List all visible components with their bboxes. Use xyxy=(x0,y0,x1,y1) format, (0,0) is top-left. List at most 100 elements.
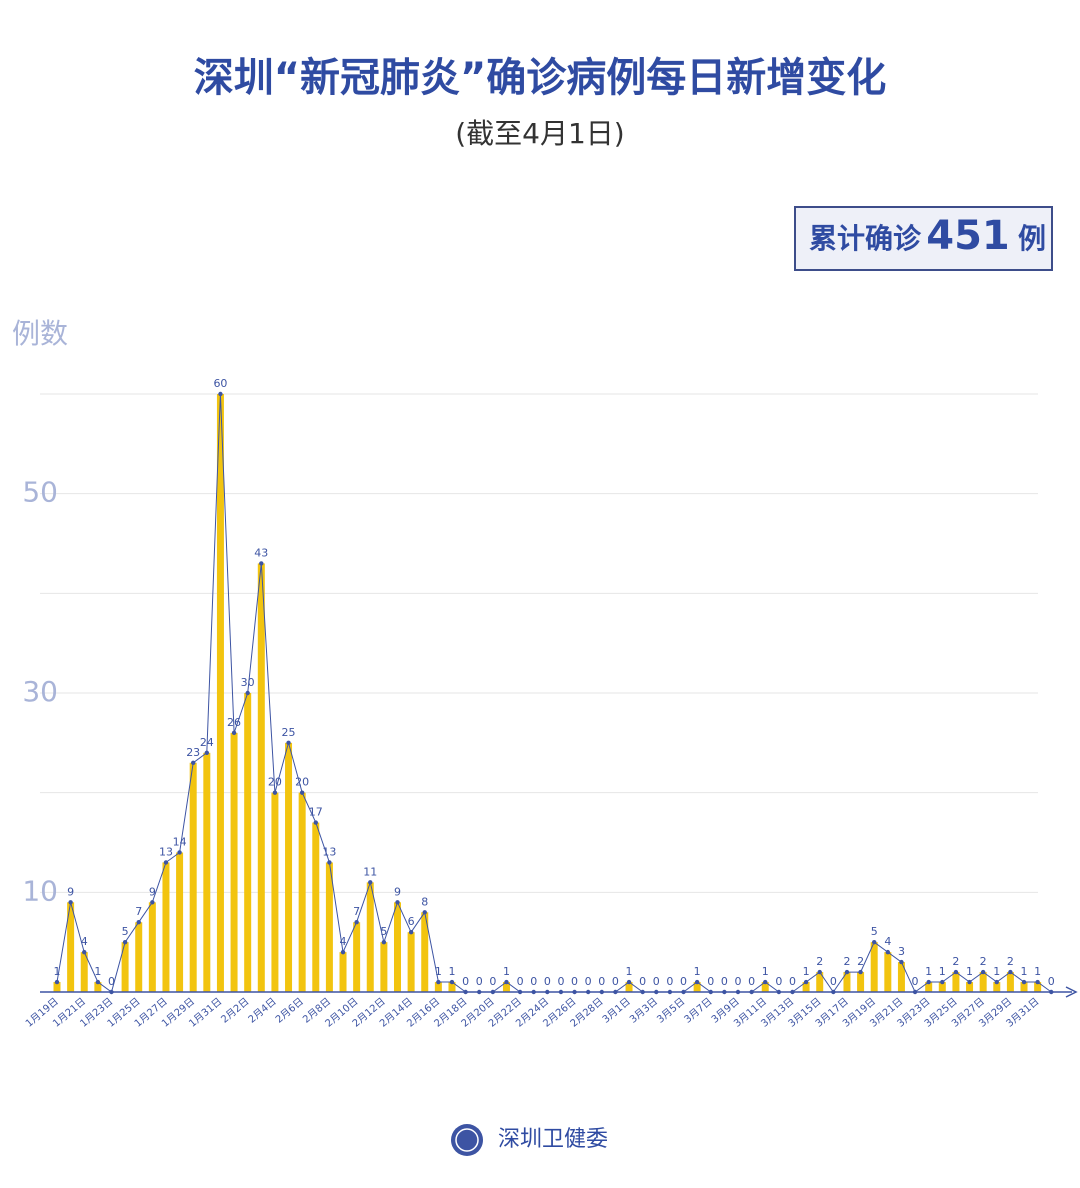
point xyxy=(1008,969,1013,975)
value-label: 13 xyxy=(159,845,173,858)
bar xyxy=(448,982,456,992)
point xyxy=(150,900,155,905)
point xyxy=(395,900,400,905)
value-label: 1 xyxy=(54,965,61,978)
point xyxy=(640,989,645,995)
bar xyxy=(67,902,75,992)
bar xyxy=(94,982,102,992)
value-label: 0 xyxy=(557,975,564,988)
x-axis-arrow xyxy=(1065,986,1078,998)
point xyxy=(953,969,959,975)
value-label: 4 xyxy=(884,935,891,948)
bar xyxy=(502,982,510,992)
point xyxy=(858,969,863,975)
value-label: 30 xyxy=(241,676,255,689)
bar xyxy=(897,962,905,992)
point xyxy=(82,949,87,955)
point xyxy=(286,740,291,746)
point xyxy=(872,939,877,945)
value-label: 0 xyxy=(544,975,551,988)
value-label: 4 xyxy=(340,935,347,948)
bar xyxy=(285,742,293,992)
bar xyxy=(189,762,197,992)
value-label: 4 xyxy=(81,935,88,948)
value-label: 0 xyxy=(721,975,728,988)
value-label: 1 xyxy=(993,965,1000,978)
value-label: 9 xyxy=(394,885,401,898)
point xyxy=(681,989,686,995)
point xyxy=(817,969,822,975)
point xyxy=(926,979,931,985)
point xyxy=(231,730,237,736)
value-label: 43 xyxy=(254,546,268,559)
value-label: 11 xyxy=(363,865,377,878)
point xyxy=(694,979,700,985)
point xyxy=(994,979,999,985)
value-label: 1 xyxy=(435,965,442,978)
point xyxy=(885,949,891,955)
value-label: 2 xyxy=(980,955,987,968)
value-label: 17 xyxy=(309,806,323,819)
bar xyxy=(203,752,211,992)
bar xyxy=(952,972,960,992)
value-label: 1 xyxy=(503,965,510,978)
value-label: 0 xyxy=(666,975,673,988)
value-label: 13 xyxy=(322,845,336,858)
value-label: 0 xyxy=(639,975,646,988)
point xyxy=(980,969,986,975)
point xyxy=(912,989,918,995)
value-label: 0 xyxy=(707,975,714,988)
value-label: 1 xyxy=(694,965,701,978)
value-label: 26 xyxy=(227,716,241,729)
bar xyxy=(407,932,415,992)
point xyxy=(368,880,373,885)
bar xyxy=(857,972,865,992)
point xyxy=(1035,979,1040,985)
total-label: 累计确诊 xyxy=(809,222,922,255)
bar xyxy=(244,693,252,992)
bar xyxy=(162,862,170,992)
bar xyxy=(353,922,361,992)
bar xyxy=(925,982,933,992)
point xyxy=(449,979,455,985)
value-label: 0 xyxy=(530,975,537,988)
point xyxy=(722,989,727,995)
value-label: 1 xyxy=(803,965,810,978)
point xyxy=(272,790,278,795)
point xyxy=(1049,989,1054,995)
value-label: 2 xyxy=(1007,955,1014,968)
bar xyxy=(1006,972,1014,992)
value-label: 7 xyxy=(353,905,360,918)
value-label: 2 xyxy=(816,955,823,968)
value-label: 3 xyxy=(898,945,905,958)
value-label: 1 xyxy=(94,965,101,978)
bar xyxy=(135,922,143,992)
bar xyxy=(816,972,824,992)
y-tick-label: 50 xyxy=(22,476,58,509)
point xyxy=(436,979,441,985)
value-label: 1 xyxy=(626,965,633,978)
bar xyxy=(693,982,701,992)
bar xyxy=(312,822,320,992)
source: 深圳卫健委 xyxy=(498,1127,608,1152)
value-label: 0 xyxy=(748,975,755,988)
value-label: 2 xyxy=(952,955,959,968)
value-label: 0 xyxy=(912,975,919,988)
value-label: 1 xyxy=(925,965,932,978)
bar xyxy=(257,563,265,992)
total-value: 451 xyxy=(926,213,1010,259)
value-label: 9 xyxy=(149,885,156,898)
point xyxy=(204,750,210,755)
bar xyxy=(148,902,156,992)
value-label: 1 xyxy=(448,965,455,978)
value-label: 1 xyxy=(966,965,973,978)
bar xyxy=(761,982,769,992)
value-label: 0 xyxy=(585,975,592,988)
value-label: 0 xyxy=(775,975,782,988)
point xyxy=(940,979,945,985)
value-label: 5 xyxy=(871,925,878,938)
value-label: 0 xyxy=(612,975,619,988)
value-label: 0 xyxy=(517,975,524,988)
value-label: 9 xyxy=(67,885,74,898)
